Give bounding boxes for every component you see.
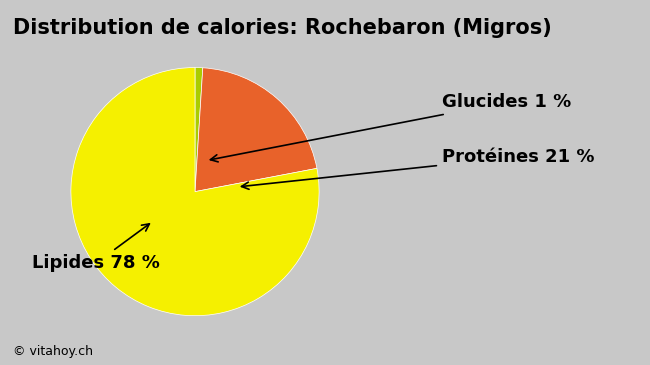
- Text: Lipides 78 %: Lipides 78 %: [32, 224, 161, 272]
- Wedge shape: [195, 68, 317, 192]
- Text: © vitahoy.ch: © vitahoy.ch: [13, 345, 93, 358]
- Wedge shape: [71, 68, 319, 316]
- Text: Protéines 21 %: Protéines 21 %: [242, 148, 595, 189]
- Text: Distribution de calories: Rochebaron (Migros): Distribution de calories: Rochebaron (Mi…: [13, 18, 552, 38]
- Wedge shape: [195, 68, 203, 192]
- Text: Glucides 1 %: Glucides 1 %: [211, 93, 571, 162]
